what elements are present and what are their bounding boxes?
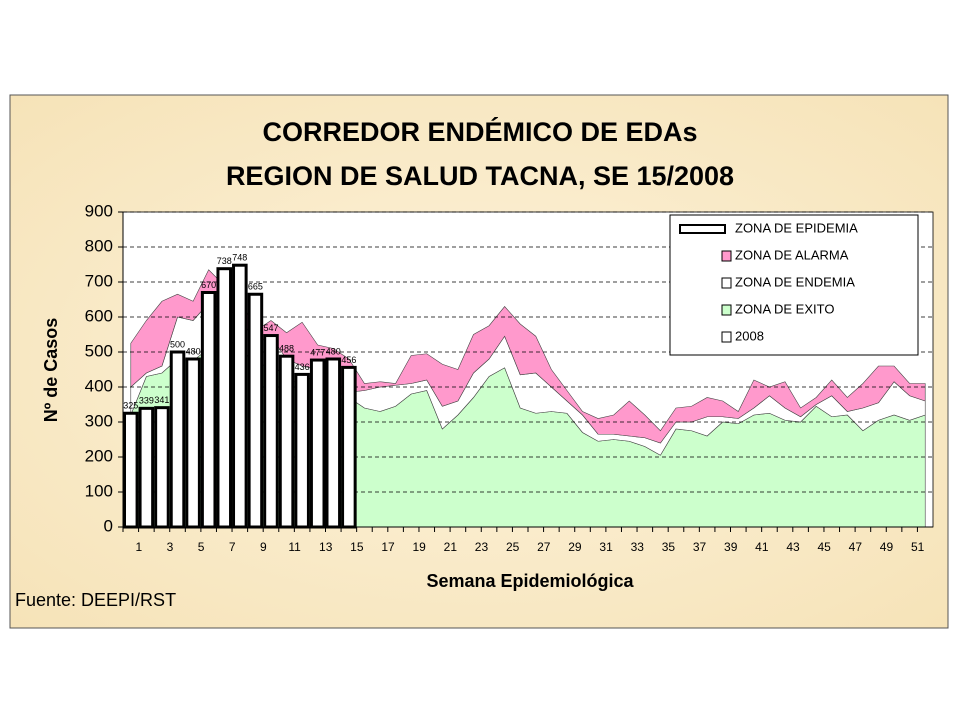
legend-swatch (721, 277, 732, 289)
legend-swatch (721, 250, 732, 262)
x-tick-label: 13 (319, 540, 333, 554)
x-tick-label: 25 (506, 540, 520, 554)
bar (169, 350, 186, 529)
x-tick-label: 49 (880, 540, 894, 554)
data-label: 748 (232, 253, 247, 263)
legend-swatch (679, 224, 726, 234)
legend-label: 2008 (735, 328, 764, 343)
x-tick-label: 45 (817, 540, 831, 554)
y-axis-label: Nº de Casos (41, 318, 61, 423)
x-tick-label: 15 (350, 540, 364, 554)
x-tick-label: 7 (229, 540, 236, 554)
y-tick-label: 800 (85, 236, 113, 255)
legend-label: ZONA DE EPIDEMIA (735, 220, 858, 235)
bar (309, 358, 326, 529)
bar (341, 365, 357, 529)
legend-swatch (721, 304, 732, 316)
data-label: 339 (139, 396, 154, 406)
x-tick-label: 17 (381, 540, 395, 554)
data-label: 341 (154, 395, 169, 405)
data-label: 480 (326, 346, 341, 356)
y-tick-label: 900 (85, 201, 113, 220)
chart-subtitle: REGION DE SALUD TACNA, SE 15/2008 (226, 161, 734, 191)
bar (232, 263, 248, 529)
x-tick-label: 27 (537, 540, 551, 554)
x-tick-label: 29 (568, 540, 582, 554)
x-tick-label: 19 (412, 540, 426, 554)
legend-label: ZONA DE ENDEMIA (735, 274, 855, 289)
y-tick-label: 600 (85, 306, 113, 325)
x-tick-label: 5 (198, 540, 205, 554)
x-tick-label: 1 (135, 540, 142, 554)
bar (138, 406, 155, 529)
data-label: 325 (123, 401, 138, 411)
data-label: 480 (186, 346, 201, 356)
x-tick-label: 23 (475, 540, 489, 554)
x-tick-label: 11 (288, 540, 301, 554)
legend-label: ZONA DE EXITO (735, 301, 834, 316)
x-tick-label: 31 (599, 540, 613, 554)
data-label: 436 (295, 362, 310, 372)
legend-swatch (721, 331, 732, 343)
bar (123, 411, 139, 529)
y-tick-label: 500 (85, 341, 113, 360)
data-label: 500 (170, 339, 185, 349)
y-tick-label: 700 (85, 271, 113, 290)
x-axis-label: Semana Epidemiológica (426, 571, 634, 591)
x-tick-label: 39 (724, 540, 738, 554)
x-tick-label: 37 (693, 540, 707, 554)
bar (200, 291, 217, 529)
x-tick-label: 35 (662, 540, 676, 554)
x-tick-label: 43 (786, 540, 800, 554)
x-tick-label: 21 (444, 540, 458, 554)
bar (325, 357, 342, 529)
bar (278, 354, 295, 529)
source: Fuente: DEEPI/RST (15, 590, 176, 610)
y-tick-label: 400 (85, 376, 113, 395)
chart-title: CORREDOR ENDÉMICO DE EDAs (262, 116, 697, 147)
x-tick-label: 41 (755, 540, 769, 554)
y-tick-label: 200 (85, 446, 113, 465)
x-tick-label: 47 (849, 540, 863, 554)
y-tick-label: 300 (85, 411, 113, 430)
x-tick-label: 33 (631, 540, 645, 554)
y-tick-label: 0 (104, 516, 113, 535)
x-tick-label: 9 (260, 540, 267, 554)
bar (154, 406, 170, 529)
data-label: 488 (279, 344, 294, 354)
legend-label: ZONA DE ALARMA (735, 247, 849, 262)
bar (294, 372, 310, 529)
x-tick-label: 3 (167, 540, 174, 554)
bar (216, 267, 233, 529)
bar (263, 334, 279, 529)
data-label: 547 (263, 323, 278, 333)
x-tick-label: 51 (911, 540, 925, 554)
data-label: 665 (248, 282, 263, 292)
y-tick-label: 100 (85, 481, 113, 500)
bar (247, 292, 264, 529)
data-label: 738 (217, 256, 232, 266)
data-label: 456 (341, 355, 356, 365)
legend (669, 214, 919, 356)
bar (185, 357, 201, 529)
data-label: 670 (201, 280, 216, 290)
area (130, 269, 926, 444)
data-label: 477 (310, 347, 325, 357)
